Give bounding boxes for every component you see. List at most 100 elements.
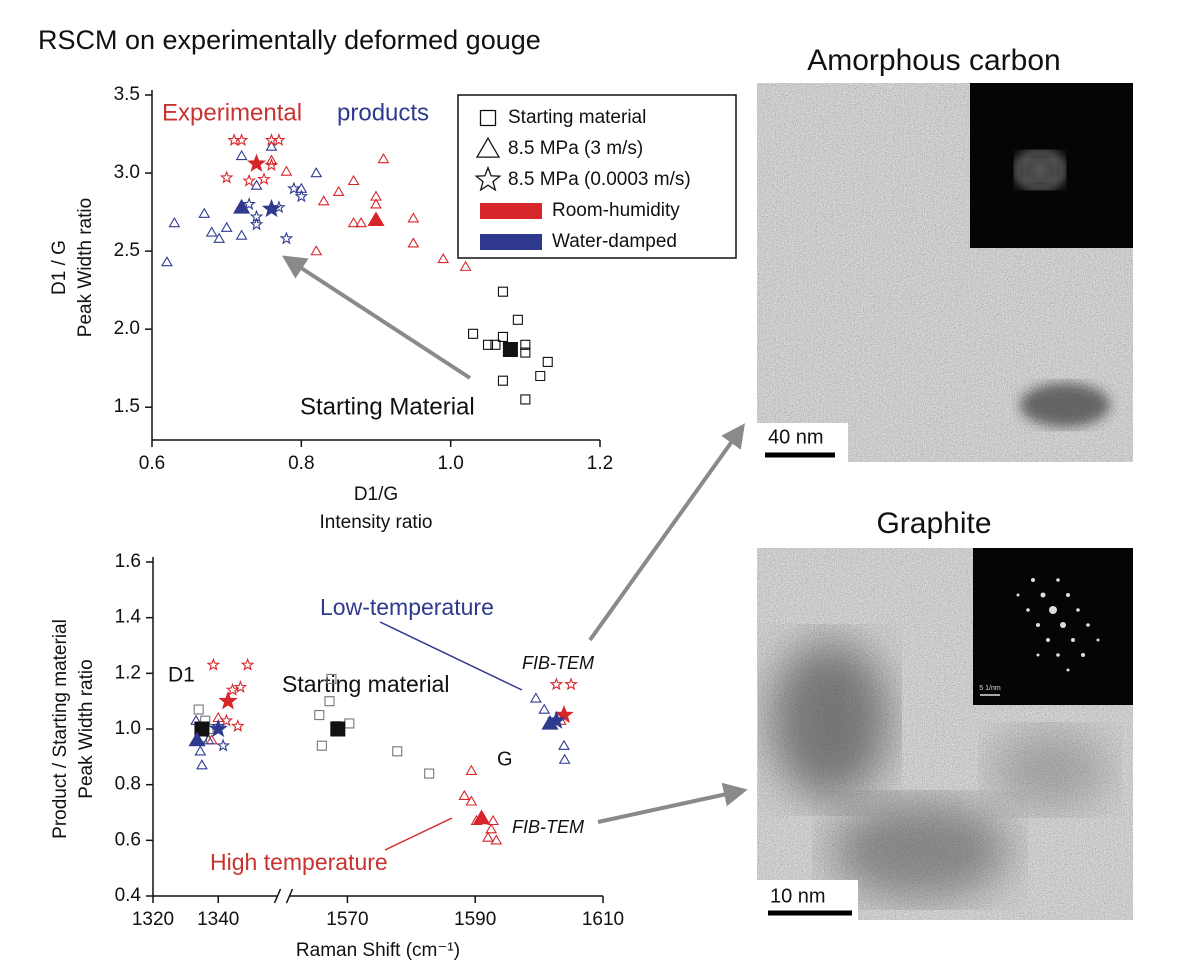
marker [287, 181, 301, 195]
legend-swatch [480, 234, 542, 250]
marker [230, 719, 245, 732]
marker [264, 158, 279, 172]
marker [216, 738, 231, 752]
annotation: Experimental [162, 99, 302, 126]
marker [280, 165, 293, 176]
marker [487, 814, 499, 826]
marker [218, 691, 238, 710]
marker [546, 710, 566, 729]
tem-image [757, 548, 1133, 920]
marker [529, 692, 542, 703]
marker [220, 221, 233, 232]
annotation: products [337, 99, 429, 126]
marker [242, 197, 256, 211]
annotation: D1 [168, 664, 195, 687]
x-axis-label: Raman Shift (cm⁻¹) [296, 940, 460, 961]
y-axis-label: Product / Starting material [50, 619, 71, 839]
marker [490, 834, 503, 845]
y-tick-label: 1.4 [115, 607, 142, 628]
marker [377, 153, 390, 164]
marker [407, 212, 420, 223]
marker [497, 286, 508, 297]
marker [194, 745, 207, 756]
marker [538, 703, 551, 714]
annotation: FIB-TEM [512, 817, 584, 837]
marker [240, 657, 255, 671]
marker [535, 370, 546, 382]
marker [233, 198, 251, 214]
y-tick-label: 2.0 [114, 318, 140, 339]
marker [564, 677, 578, 691]
marker [161, 256, 173, 267]
annotation: High temperature [210, 849, 388, 875]
legend-label: 8.5 MPa (0.0003 m/s) [508, 169, 691, 190]
marker [558, 753, 571, 764]
legend-marker [479, 109, 497, 127]
marker [490, 339, 501, 350]
marker [235, 229, 248, 240]
marker [314, 710, 325, 721]
y-axis-label: Peak Width ratio [75, 198, 96, 337]
x-tick-label: 0.8 [288, 453, 314, 474]
x-tick-label: 0.6 [139, 453, 165, 474]
marker [294, 189, 309, 203]
marker [272, 133, 286, 147]
marker [347, 217, 360, 228]
legend-label: 8.5 MPa (3 m/s) [508, 138, 643, 159]
marker [235, 149, 248, 161]
marker [347, 174, 360, 186]
marker [549, 677, 564, 691]
y-tick-label: 0.4 [115, 885, 142, 906]
marker [512, 314, 523, 325]
marker [279, 231, 294, 245]
legend-box [457, 94, 737, 259]
marker [168, 217, 181, 228]
x-tick-label: 1.0 [437, 453, 463, 474]
marker [326, 673, 337, 684]
annotation: Starting material [282, 671, 449, 697]
marker [213, 232, 226, 243]
marker [206, 657, 221, 671]
marker [520, 394, 531, 405]
legend-marker [474, 165, 502, 192]
annotation: FIB-TEM [522, 653, 594, 673]
marker [194, 721, 210, 737]
tem-image [757, 83, 1133, 462]
marker [208, 718, 228, 738]
y-axis-label: Peak Width ratio [76, 659, 97, 798]
figure-title: RSCM on experimentally deformed gouge [38, 25, 541, 55]
marker [468, 328, 479, 339]
marker [219, 713, 234, 727]
y-tick-label: 0.8 [115, 774, 141, 795]
marker [257, 172, 271, 186]
annotation: Starting Material [300, 393, 475, 420]
marker [502, 341, 518, 357]
scale-bar-label: 10 nm [770, 885, 826, 907]
marker [482, 831, 494, 842]
arrows [281, 255, 748, 824]
legend-marker [475, 136, 501, 158]
marker [473, 809, 491, 825]
marker [332, 185, 345, 196]
marker [520, 347, 531, 358]
x-tick-label: 1320 [132, 909, 174, 930]
marker [407, 237, 420, 248]
legend-label: Starting material [508, 107, 646, 128]
y-tick-label: 0.6 [115, 829, 141, 850]
y-axis-label: D1 / G [49, 240, 70, 295]
marker [317, 195, 330, 206]
leader-line [384, 817, 453, 851]
x-tick-label: 1570 [326, 909, 368, 930]
marker [188, 731, 206, 747]
annotation: G [497, 748, 513, 770]
x-tick-label: 1340 [197, 909, 239, 930]
y-tick-label: 1.0 [115, 718, 141, 739]
marker [234, 133, 249, 147]
marker [424, 768, 435, 779]
marker [497, 331, 508, 343]
leader-line [379, 621, 523, 691]
marker [367, 211, 385, 227]
marker [233, 680, 248, 694]
inset-scale-label: 5 1/nm [979, 685, 1001, 692]
